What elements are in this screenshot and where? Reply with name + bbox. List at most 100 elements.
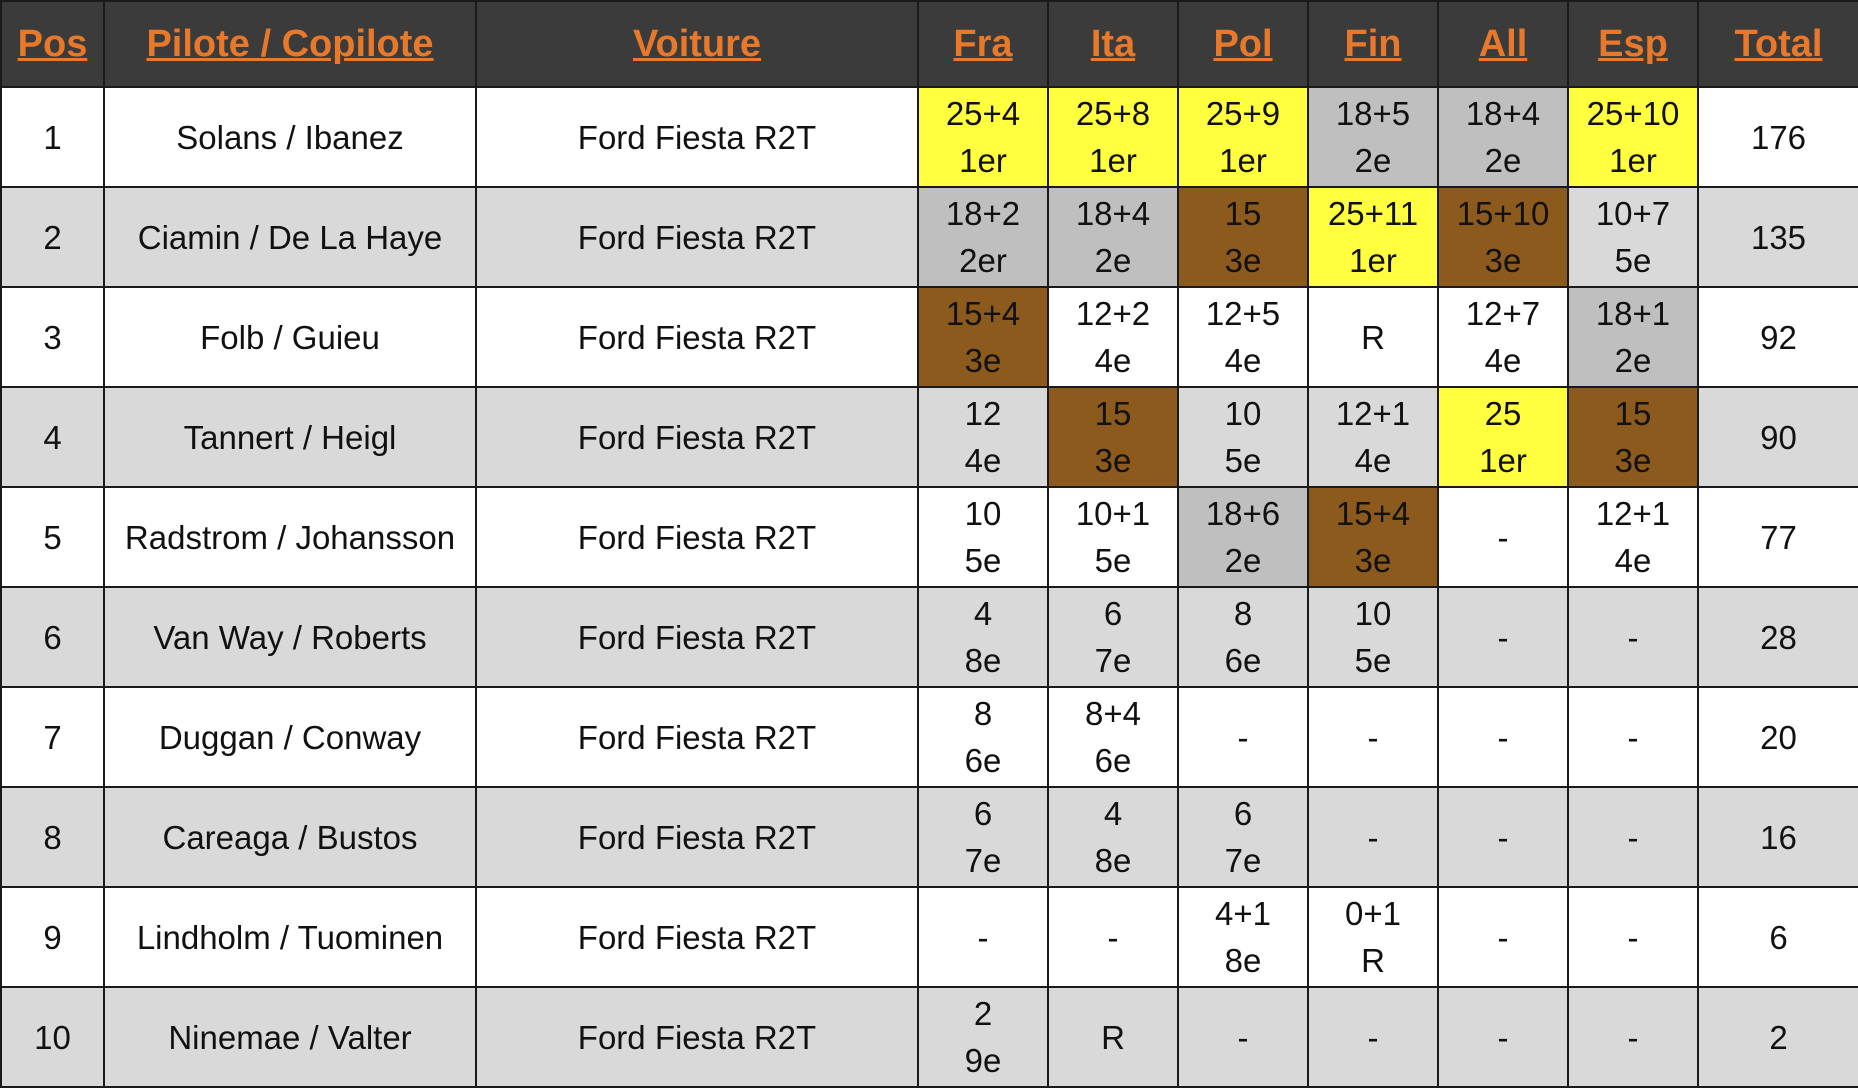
result-place: 5e [1354, 642, 1392, 679]
cell-car: Ford Fiesta R2T [475, 786, 919, 888]
result-points: 18+6 [1205, 495, 1281, 532]
table-body: 1 Solans / Ibanez Ford Fiesta R2T 25+4 1er 25… [0, 86, 1858, 1088]
cell-result-fra: 15+4 3e [917, 286, 1049, 388]
header-total[interactable]: Total [1697, 0, 1858, 88]
cell-result-ita: 12+2 4e [1047, 286, 1179, 388]
table-row: 2 Ciamin / De La Haye Ford Fiesta R2T 18+2 2… [0, 186, 1858, 288]
header-event-all[interactable]: All [1437, 0, 1569, 88]
cell-result-all: 18+4 2e [1437, 86, 1569, 188]
cell-pos: 2 [0, 186, 105, 288]
result-place: 4e [1224, 342, 1262, 379]
header-row: Pos Pilote / Copilote Voiture Fra Ita Po… [0, 0, 1858, 88]
result-points: 25+9 [1205, 95, 1281, 132]
result-points: - [1237, 1018, 1249, 1056]
result-points: 15 [1224, 195, 1262, 232]
header-crew[interactable]: Pilote / Copilote [103, 0, 477, 88]
cell-total: 92 [1697, 286, 1858, 388]
result-points: - [1627, 918, 1639, 956]
result-place: 9e [964, 1042, 1002, 1079]
cell-result-fra: 8 6e [917, 686, 1049, 788]
cell-result-fra: 4 8e [917, 586, 1049, 688]
result-points: 10+1 [1075, 495, 1151, 532]
cell-car: Ford Fiesta R2T [475, 986, 919, 1088]
cell-crew: Radstrom / Johansson [103, 486, 477, 588]
header-event-esp[interactable]: Esp [1567, 0, 1699, 88]
result-points: 12+5 [1205, 295, 1281, 332]
result-points: - [1367, 818, 1379, 856]
cell-crew: Lindholm / Tuominen [103, 886, 477, 988]
result-points: 15+4 [945, 295, 1021, 332]
cell-result-fin: 18+5 2e [1307, 86, 1439, 188]
cell-result-pol: 8 6e [1177, 586, 1309, 688]
result-points: 8 [1233, 595, 1253, 632]
result-place: 3e [1614, 442, 1652, 479]
header-event-fra[interactable]: Fra [917, 0, 1049, 88]
result-place: 1er [1219, 142, 1267, 179]
cell-total: 2 [1697, 986, 1858, 1088]
header-event-pol[interactable]: Pol [1177, 0, 1309, 88]
cell-result-ita: R [1047, 986, 1179, 1088]
table-row: 5 Radstrom / Johansson Ford Fiesta R2T 10 5e… [0, 486, 1858, 588]
cell-pos: 4 [0, 386, 105, 488]
result-place: 4e [1614, 542, 1652, 579]
result-points: 12 [964, 395, 1002, 432]
result-points: 8+4 [1085, 695, 1141, 732]
cell-result-all: 15+10 3e [1437, 186, 1569, 288]
header-event-ita[interactable]: Ita [1047, 0, 1179, 88]
result-place: 1er [1349, 242, 1397, 279]
result-points: - [1627, 818, 1639, 856]
result-points: 12+2 [1075, 295, 1151, 332]
cell-result-all: - [1437, 786, 1569, 888]
result-points: 15 [1614, 395, 1652, 432]
result-points: 15+4 [1335, 495, 1411, 532]
cell-result-all: - [1437, 486, 1569, 588]
result-place: 8e [1224, 942, 1262, 979]
cell-result-pol: 12+5 4e [1177, 286, 1309, 388]
cell-result-all: - [1437, 586, 1569, 688]
result-points: 2 [973, 995, 993, 1032]
cell-total: 77 [1697, 486, 1858, 588]
result-place: 5e [1224, 442, 1262, 479]
result-points: 12+1 [1335, 395, 1411, 432]
header-event-fin[interactable]: Fin [1307, 0, 1439, 88]
result-points: 10 [1224, 395, 1262, 432]
cell-result-ita: - [1047, 886, 1179, 988]
cell-total: 20 [1697, 686, 1858, 788]
cell-car: Ford Fiesta R2T [475, 686, 919, 788]
table-header: Pos Pilote / Copilote Voiture Fra Ita Po… [0, 0, 1858, 88]
result-points: 6 [973, 795, 993, 832]
cell-total: 6 [1697, 886, 1858, 988]
cell-result-ita: 4 8e [1047, 786, 1179, 888]
result-points: 4 [973, 595, 993, 632]
result-points: - [1627, 1018, 1639, 1056]
cell-car: Ford Fiesta R2T [475, 486, 919, 588]
cell-result-esp: - [1567, 886, 1699, 988]
result-points: 15+10 [1456, 195, 1550, 232]
result-place: 2e [1094, 242, 1132, 279]
cell-car: Ford Fiesta R2T [475, 886, 919, 988]
header-pos[interactable]: Pos [0, 0, 105, 88]
cell-result-pol: 25+9 1er [1177, 86, 1309, 188]
result-points: 12+1 [1595, 495, 1671, 532]
result-place: 5e [964, 542, 1002, 579]
result-points: - [1497, 618, 1509, 656]
result-place: 1er [1609, 142, 1657, 179]
cell-result-fra: 18+2 2er [917, 186, 1049, 288]
cell-crew: Duggan / Conway [103, 686, 477, 788]
cell-result-fra: 12 4e [917, 386, 1049, 488]
cell-car: Ford Fiesta R2T [475, 286, 919, 388]
cell-result-fra: 10 5e [917, 486, 1049, 588]
cell-total: 90 [1697, 386, 1858, 488]
header-car[interactable]: Voiture [475, 0, 919, 88]
cell-total: 28 [1697, 586, 1858, 688]
result-place: 2e [1484, 142, 1522, 179]
result-place: 4e [964, 442, 1002, 479]
table-row: 6 Van Way / Roberts Ford Fiesta R2T 4 8e 6 7e 8… [0, 586, 1858, 688]
cell-crew: Folb / Guieu [103, 286, 477, 388]
cell-result-ita: 18+4 2e [1047, 186, 1179, 288]
result-points: - [1237, 718, 1249, 756]
result-points: 0+1 [1345, 895, 1401, 932]
result-points: 15 [1094, 395, 1132, 432]
result-place: 6e [964, 742, 1002, 779]
